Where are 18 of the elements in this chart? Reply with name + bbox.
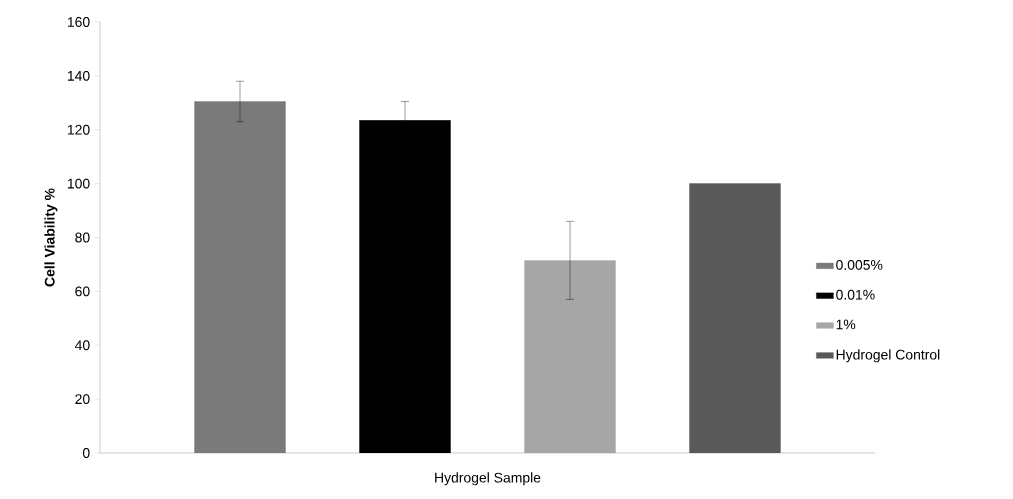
x-axis-title: Hydrogel Sample [435,472,541,486]
bar [359,120,451,453]
legend-label: Hydrogel Control [836,349,940,363]
legend-label: 1% [836,319,856,330]
y-tick-label: 0 [82,448,90,458]
y-tick-label: 100 [67,178,90,189]
legend-label: 0.01% [836,289,875,300]
y-tick-label: 140 [67,70,90,81]
y-tick-label: 120 [67,124,90,135]
y-tick-label: 60 [75,286,90,297]
y-tick-label: 80 [75,232,90,243]
y-tick-label: 40 [74,340,90,351]
legend-label: 0.005% [836,259,883,270]
y-tick-label: 160 [67,17,90,27]
y-tick-label: 20 [75,394,90,405]
bar [689,183,781,453]
bar [524,260,616,453]
y-axis-title: Cell Viability % [44,188,58,287]
